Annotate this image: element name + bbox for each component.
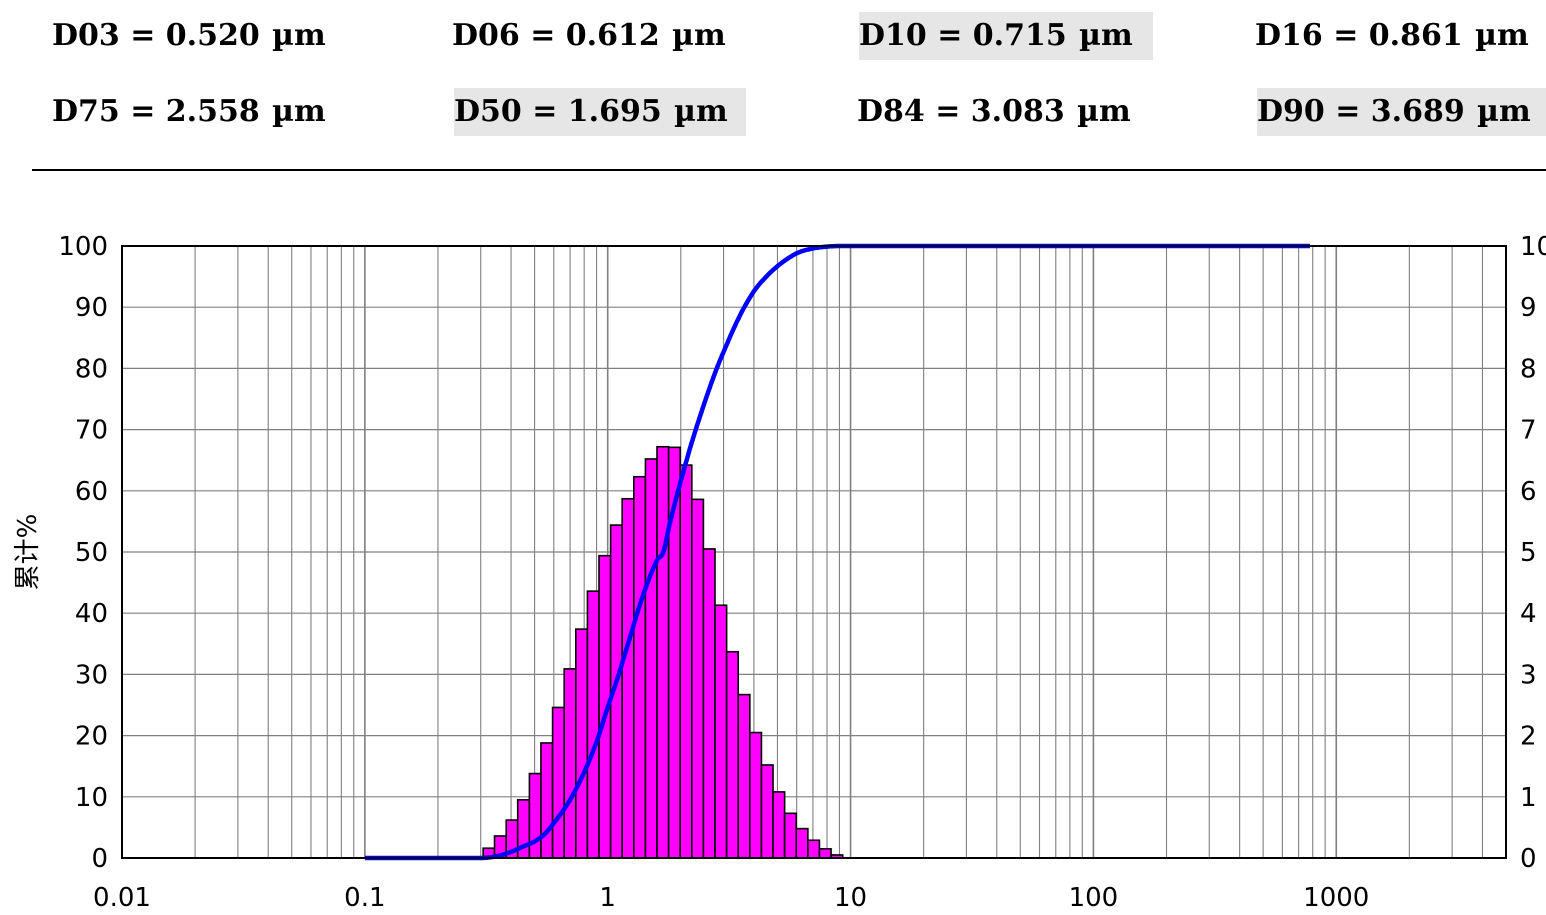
- stat-unit: µm: [1079, 18, 1133, 53]
- histogram-bar: [575, 628, 589, 859]
- y2-tick-label: 7: [1520, 416, 1537, 446]
- stat-label: D50 = 1.695: [454, 94, 662, 129]
- histogram-bars: [482, 445, 844, 859]
- stat-item: D50 = 1.695 µm: [454, 88, 746, 136]
- cumulative-curve: [364, 243, 1310, 861]
- stat-unit: µm: [1477, 94, 1531, 129]
- histogram-bar: [633, 475, 647, 859]
- stat-item: D75 = 2.558 µm: [52, 88, 342, 136]
- y-tick-label: 0: [91, 844, 108, 874]
- y2-tick-label: 6: [1520, 477, 1537, 507]
- stat-label: D16 = 0.861: [1255, 18, 1463, 53]
- histogram-bar: [714, 604, 728, 859]
- histogram-bar: [679, 464, 693, 859]
- histogram-bar: [540, 742, 554, 859]
- stat-unit: µm: [272, 94, 326, 129]
- histogram-bar: [737, 693, 751, 859]
- divider: [32, 169, 1546, 171]
- y-tick-label: 90: [75, 293, 108, 323]
- histogram-bar: [772, 791, 786, 859]
- y-axis-label: 累计%: [13, 514, 43, 591]
- stat-item: D03 = 0.520 µm: [52, 12, 342, 60]
- y-tick-label: 60: [75, 477, 108, 507]
- histogram-bar: [783, 812, 798, 859]
- plot-frame: [121, 245, 1507, 859]
- grid: [122, 246, 1506, 858]
- histogram-bar: [818, 848, 832, 859]
- stat-label: D90 = 3.689: [1257, 94, 1465, 129]
- x-tick-label: 100: [1069, 883, 1119, 913]
- histogram-bar: [563, 668, 577, 859]
- stat-item: D10 = 0.715 µm: [859, 12, 1153, 60]
- y2-tick-label: 2: [1520, 722, 1537, 752]
- histogram-bar: [749, 731, 763, 859]
- histogram-bar: [586, 590, 600, 859]
- x-tick-label: 10: [834, 883, 867, 913]
- histogram-bar: [795, 827, 809, 859]
- histogram-bar: [644, 458, 658, 859]
- stat-item: D16 = 0.861 µm: [1255, 12, 1545, 60]
- histogram-bar: [760, 764, 774, 859]
- stat-label: D03 = 0.520: [52, 18, 260, 53]
- y-tick-label: 30: [75, 660, 108, 690]
- y-tick-label: 70: [75, 416, 108, 446]
- histogram-bar: [656, 445, 670, 859]
- y-tick-label: 50: [75, 538, 108, 568]
- stat-unit: µm: [272, 18, 326, 53]
- x-tick-label: 0.01: [93, 883, 151, 913]
- stat-label: D84 = 3.083: [857, 94, 1065, 129]
- y2-tick-label: 10: [1520, 232, 1546, 262]
- y2-tick-label: 3: [1520, 660, 1537, 690]
- histogram-bar: [691, 498, 705, 859]
- y2-tick-label: 0: [1520, 844, 1537, 874]
- histogram-bar: [551, 706, 565, 859]
- stat-label: D06 = 0.612: [452, 18, 660, 53]
- y-tick-label: 40: [75, 599, 108, 629]
- y2-tick-label: 9: [1520, 293, 1537, 323]
- stat-unit: µm: [1475, 18, 1529, 53]
- x-tick-label: 0.1: [344, 883, 385, 913]
- y-tick-label: 100: [58, 232, 108, 262]
- stat-unit: µm: [672, 18, 726, 53]
- stat-label: D75 = 2.558: [52, 94, 260, 129]
- stat-item: D84 = 3.083 µm: [857, 88, 1147, 136]
- histogram-bar: [702, 548, 716, 859]
- histogram-bar: [807, 839, 821, 859]
- y-tick-label: 10: [75, 783, 108, 813]
- histogram-bar: [621, 497, 635, 859]
- histogram-bar: [725, 650, 740, 859]
- stat-label: D10 = 0.715: [859, 18, 1067, 53]
- x-tick-label: 1: [599, 883, 616, 913]
- stat-unit: µm: [1077, 94, 1131, 129]
- stat-unit: µm: [674, 94, 728, 129]
- y2-tick-label: 5: [1520, 538, 1537, 568]
- y2-tick-label: 1: [1520, 783, 1537, 813]
- y2-tick-label: 8: [1520, 354, 1537, 384]
- stat-item: D90 = 3.689 µm: [1257, 88, 1546, 136]
- y2-tick-label: 4: [1520, 599, 1537, 629]
- stat-item: D06 = 0.612 µm: [452, 12, 742, 60]
- y-tick-label: 80: [75, 354, 108, 384]
- y-tick-label: 20: [75, 722, 108, 752]
- x-tick-label: 1000: [1303, 883, 1369, 913]
- axis-ticks: 0.01 0.1 1 10 100 100001020304050607080901000…: [58, 232, 1546, 913]
